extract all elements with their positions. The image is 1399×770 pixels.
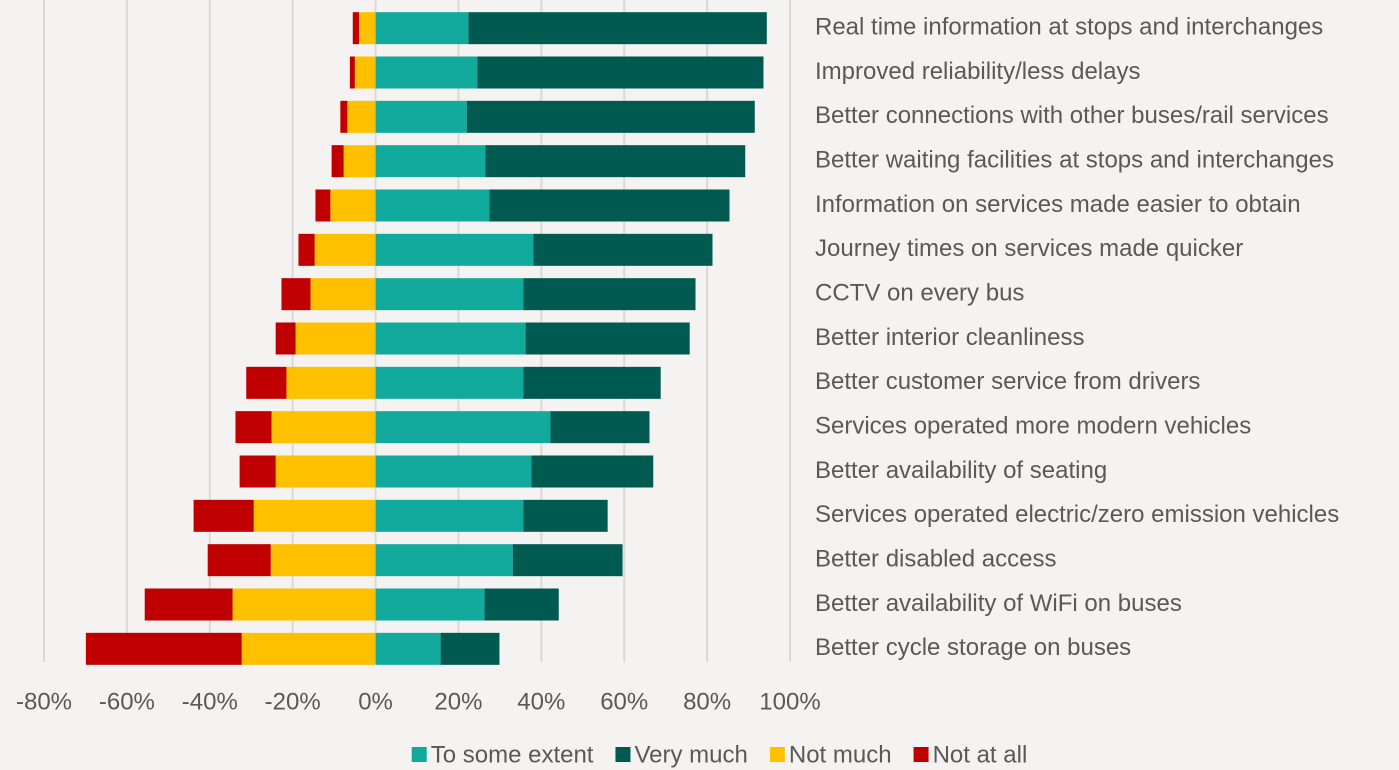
bar-segment [235,411,272,444]
bar-segment [207,544,271,577]
category-label: Better disabled access [815,546,1056,573]
bar-segment [315,189,331,222]
bar-segment [512,544,623,577]
bar-segment [375,233,534,266]
bar-segment [375,100,467,133]
category-label: CCTV on every bus [815,280,1024,307]
bar-segment [330,189,376,222]
bar-segment [354,56,376,89]
bar-segment [489,189,730,222]
bar-segment [295,322,376,355]
bar-segment [525,322,690,355]
legend-label: To some extent [431,741,594,768]
x-tick-label: -60% [99,688,155,715]
legend-swatch [769,747,785,762]
bar-segment [232,588,376,621]
bar-segment [375,588,485,621]
bar-segment [246,366,287,399]
bar-segment [352,12,359,45]
bar-segment [375,411,551,444]
category-label: Better cycle storage on buses [815,634,1131,661]
legend-label: Very much [634,741,747,768]
bar-segment [281,278,311,311]
bar-segment [375,499,524,532]
bar-segment [85,632,242,665]
bar-segment [477,56,764,89]
x-tick-label: 0% [358,688,393,715]
bar-segment [523,499,608,532]
category-label: Better availability of seating [815,457,1107,484]
category-label: Services operated electric/zero emission… [815,501,1339,528]
bar-segment [310,278,376,311]
bar-segment [484,588,559,621]
category-label: Better interior cleanliness [815,324,1084,351]
bar-segment [375,56,478,89]
x-tick-label: 20% [434,688,482,715]
bar-segment [375,12,469,45]
bar-segment [298,233,315,266]
bar-segment [440,632,500,665]
bar-segment [275,455,376,488]
bar-segment [375,455,532,488]
bar-segment [270,544,376,577]
bar-segment [275,322,296,355]
bar-segment [253,499,376,532]
bar-segment [531,455,654,488]
category-label: Journey times on services made quicker [815,235,1243,262]
bar-segment [550,411,650,444]
x-tick-label: 100% [759,688,820,715]
x-tick-label: -20% [265,688,321,715]
bar-segment [375,632,441,665]
bar-segment [347,100,376,133]
x-tick-label: 60% [600,688,648,715]
legend-swatch [615,747,631,762]
bar-segment [331,145,344,178]
category-label: Improved reliability/less delays [815,58,1140,85]
bar-segment [358,12,376,45]
legend-swatch [913,747,929,762]
bar-segment [523,366,661,399]
bar-segment [286,366,376,399]
x-tick-label: -40% [182,688,238,715]
bar-segment [375,322,526,355]
bar-segment [375,145,486,178]
category-label: Better connections with other buses/rail… [815,102,1329,129]
bar-segment [533,233,713,266]
legend-label: Not much [789,741,892,768]
bar-segment [349,56,355,89]
bar-segment [375,278,524,311]
bar-segment [239,455,276,488]
bar-segment [375,189,490,222]
bar-segment [241,632,376,665]
bar-segment [193,499,254,532]
category-label: Real time information at stops and inter… [815,14,1323,41]
category-label: Better waiting facilities at stops and i… [815,147,1334,174]
bar-segment [466,100,755,133]
category-label: Better customer service from drivers [815,368,1200,395]
category-label: Better availability of WiFi on buses [815,590,1182,617]
bar-segment [271,411,376,444]
bar-segment [468,12,767,45]
bar-segment [144,588,233,621]
bar-segment [375,366,524,399]
category-label: Services operated more modern vehicles [815,413,1251,440]
x-tick-label: 40% [517,688,565,715]
bar-segment [485,145,746,178]
bar-segment [375,544,513,577]
legend-swatch [411,747,427,762]
x-tick-label: -80% [16,688,72,715]
bar-segment [340,100,348,133]
bar-segment [523,278,696,311]
category-label: Information on services made easier to o… [815,191,1301,218]
bar-segment [314,233,376,266]
x-tick-label: 80% [683,688,731,715]
legend-label: Not at all [933,741,1028,768]
bar-segment [343,145,376,178]
